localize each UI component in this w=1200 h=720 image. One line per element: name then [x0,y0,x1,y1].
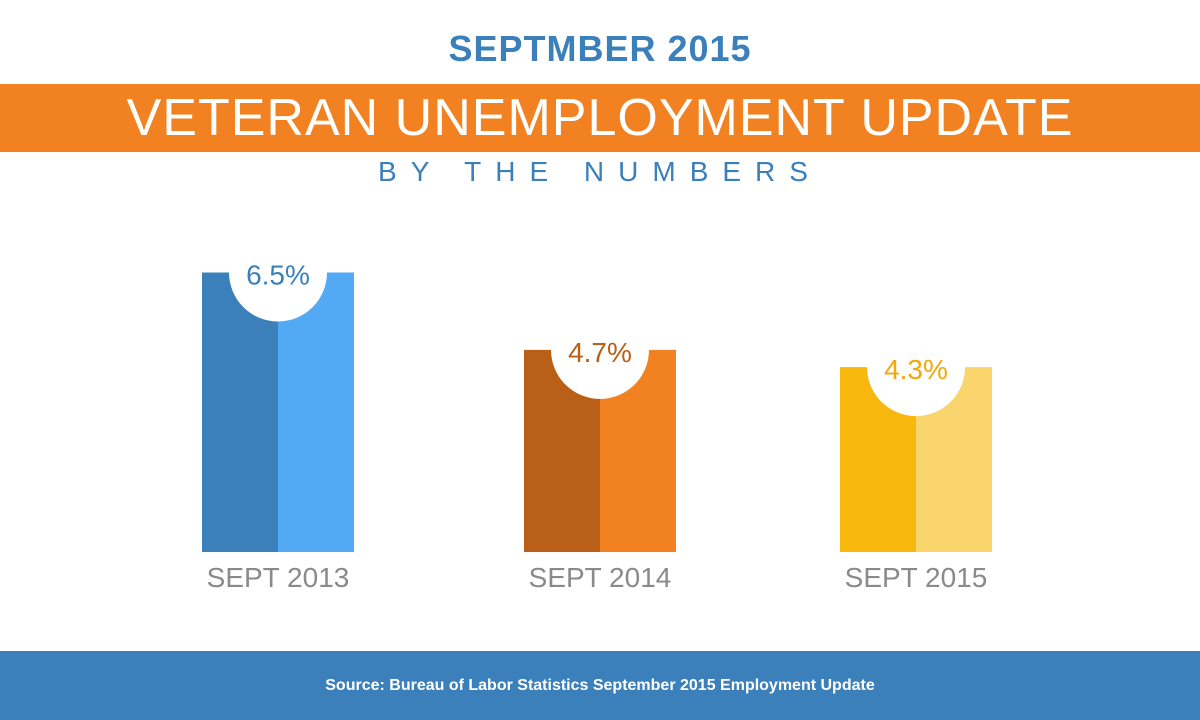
month-title: SEPTMBER 2015 [448,28,752,69]
bar-3-label-notch [867,318,965,417]
category-label-3: SEPT 2015 [845,562,988,593]
category-label-1: SEPT 2013 [207,562,350,593]
banner-title: VETERAN UNEMPLOYMENT UPDATE [126,89,1074,147]
bar-2-value-label: 4.7% [568,337,632,368]
bar-1-label-notch [229,223,327,322]
source-note: Source: Bureau of Labor Statistics Septe… [325,677,875,694]
footer-bar [0,651,1200,720]
bar-2-label-notch [551,300,649,399]
subtitle: BY THE NUMBERS [378,156,822,187]
bar-1-value-label: 6.5% [246,260,310,291]
bar-3-value-label: 4.3% [884,354,948,385]
title-banner [0,84,1200,152]
bar-chart: 6.5% SEPT 2013 4.7% SEPT 2014 4.3% SEPT 2015 [202,223,992,593]
category-label-2: SEPT 2014 [529,562,672,593]
